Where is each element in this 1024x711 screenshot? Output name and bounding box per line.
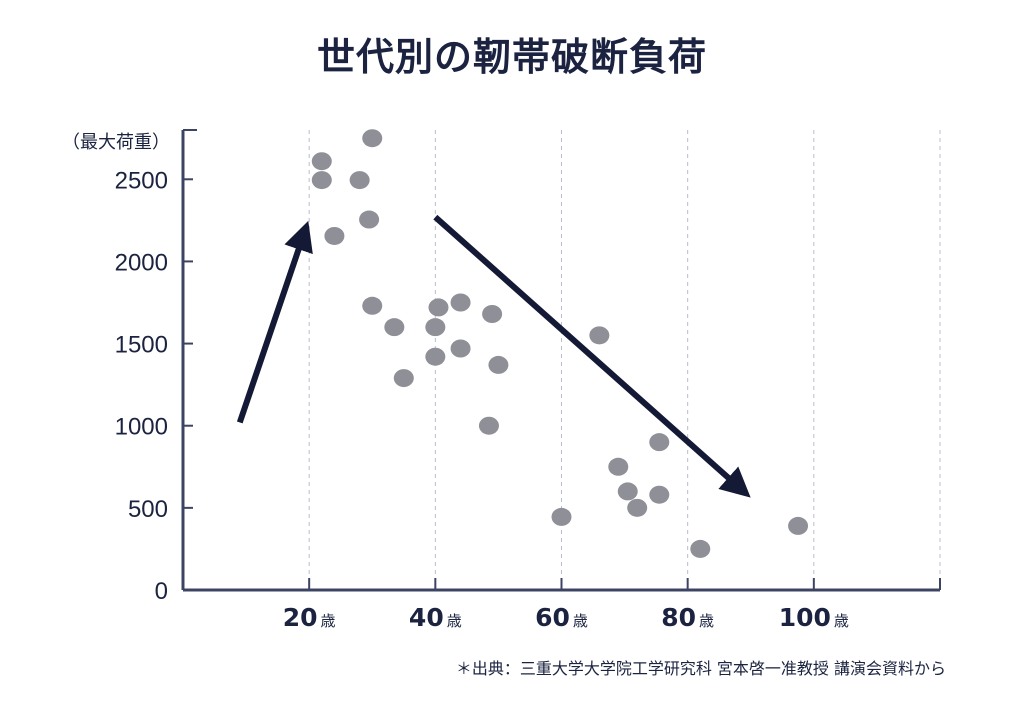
data-point (362, 296, 383, 315)
x-tick-label: 60 歳 (535, 603, 588, 632)
data-point (589, 326, 610, 345)
data-point (627, 498, 648, 517)
y-tick-label: 500 (128, 496, 168, 523)
data-point (788, 516, 809, 535)
data-point (425, 318, 446, 337)
y-tick-label: 1000 (115, 414, 168, 441)
x-tick-label: 80 歳 (661, 603, 714, 632)
data-point (450, 293, 471, 312)
data-point (450, 339, 471, 358)
data-point (478, 416, 499, 435)
trend-arrow-2 (433, 214, 751, 498)
y-tick-label: 0 (155, 578, 168, 605)
axes (181, 129, 941, 592)
data-point (649, 433, 670, 452)
y-tick-labels: 0 500 1000 1500 2000 2500 (115, 167, 168, 605)
trend-arrow-1 (236, 220, 313, 424)
x-tick-label: 100 歳 (779, 603, 849, 632)
data-point (488, 355, 509, 374)
y-tick-label: 2500 (115, 167, 168, 194)
chart-title: 世代別の靭帯破断負荷 (316, 35, 707, 79)
source-note: ＊出典：三重大学大学院工学研究科 宮本啓一准教授 講演会資料から (455, 659, 946, 678)
data-point (617, 482, 638, 501)
y-axis-label: （最大荷重） (62, 132, 170, 153)
data-point (482, 305, 503, 323)
data-point (425, 347, 446, 366)
data-point (311, 152, 332, 171)
data-point (393, 369, 414, 388)
data-point (359, 210, 380, 229)
data-point (428, 298, 449, 317)
data-point (608, 457, 629, 476)
x-tick-label: 20 歳 (283, 603, 336, 632)
data-point (324, 226, 345, 245)
data-point (362, 129, 383, 148)
data-point (690, 539, 711, 558)
data-point (349, 171, 370, 190)
data-point (384, 318, 405, 337)
data-point (649, 485, 670, 504)
data-point (311, 171, 332, 190)
y-tick-label: 1500 (115, 332, 168, 359)
data-point (551, 507, 572, 526)
trend-arrows (236, 214, 751, 498)
x-tick-labels: 20 歳 40 歳 60 歳 80 歳 100 歳 (283, 603, 849, 632)
grid-lines (308, 130, 941, 590)
data-points (311, 129, 809, 558)
x-tick-label: 40 歳 (409, 603, 462, 632)
y-tick-label: 2000 (115, 249, 168, 276)
